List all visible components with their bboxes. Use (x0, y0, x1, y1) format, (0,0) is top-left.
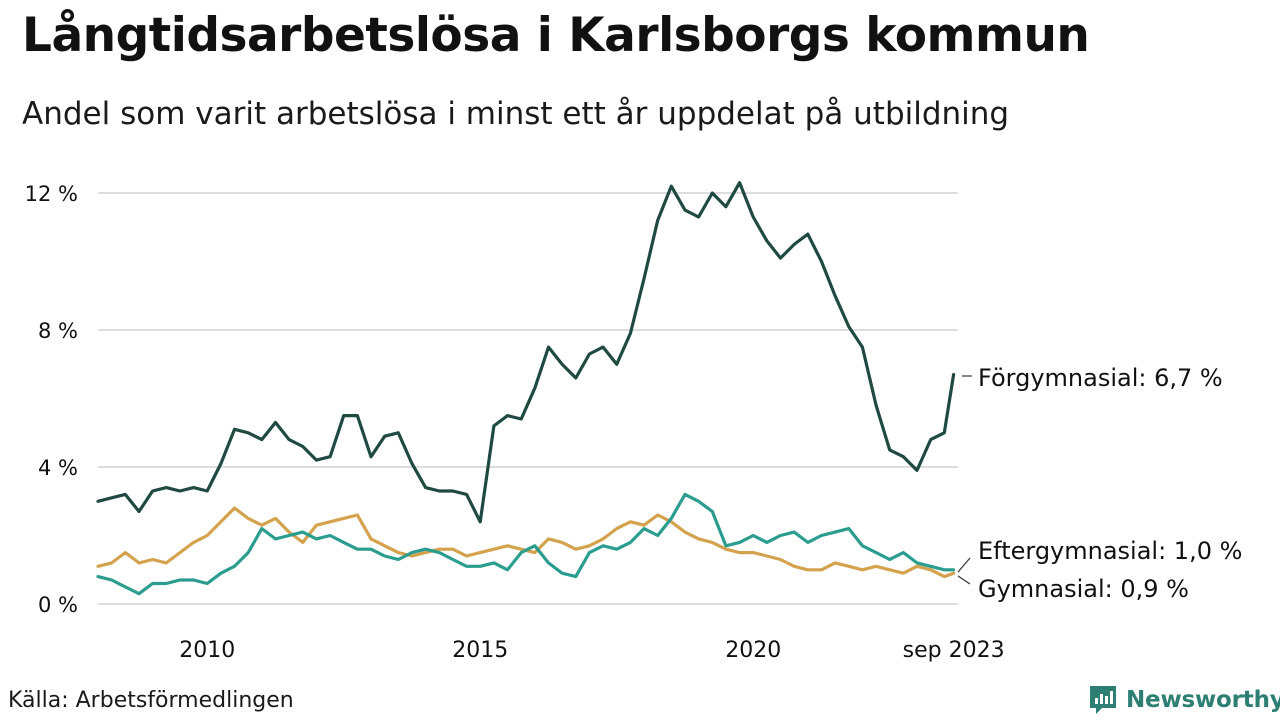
y-tick-label: 4 % (38, 456, 78, 480)
x-tick-label: 2010 (179, 638, 235, 663)
series-end-label-gymnasial: Gymnasial: 0,9 % (978, 575, 1189, 603)
series-line-förgymnasial (96, 181, 956, 524)
x-tick-label: 2015 (452, 638, 508, 663)
x-tick-label: 2020 (725, 638, 781, 663)
chart-title: Långtidsarbetslösa i Karlsborgs kommun (22, 8, 1090, 63)
y-tick-label: 8 % (38, 319, 78, 343)
y-tick-label: 0 % (38, 593, 78, 617)
series-end-leader (957, 575, 971, 585)
series-end-leader (957, 557, 971, 573)
series-end-label-eftergymnasial: Eftergymnasial: 1,0 % (978, 537, 1242, 565)
y-tick-label: 12 % (25, 182, 78, 206)
x-tick-label: sep 2023 (903, 638, 1005, 663)
series-end-label-förgymnasial: Förgymnasial: 6,7 % (978, 364, 1223, 392)
series-line-gymnasial (96, 506, 956, 579)
series-line-eftergymnasial (96, 492, 956, 596)
chart-subtitle: Andel som varit arbetslösa i minst ett å… (22, 96, 1010, 132)
brand-name: Newsworthy (1126, 687, 1280, 713)
newsworthy-logo-icon (1090, 686, 1116, 714)
source-note: Källa: Arbetsförmedlingen (8, 688, 294, 713)
brand-logo: Newsworthy (1088, 682, 1280, 718)
